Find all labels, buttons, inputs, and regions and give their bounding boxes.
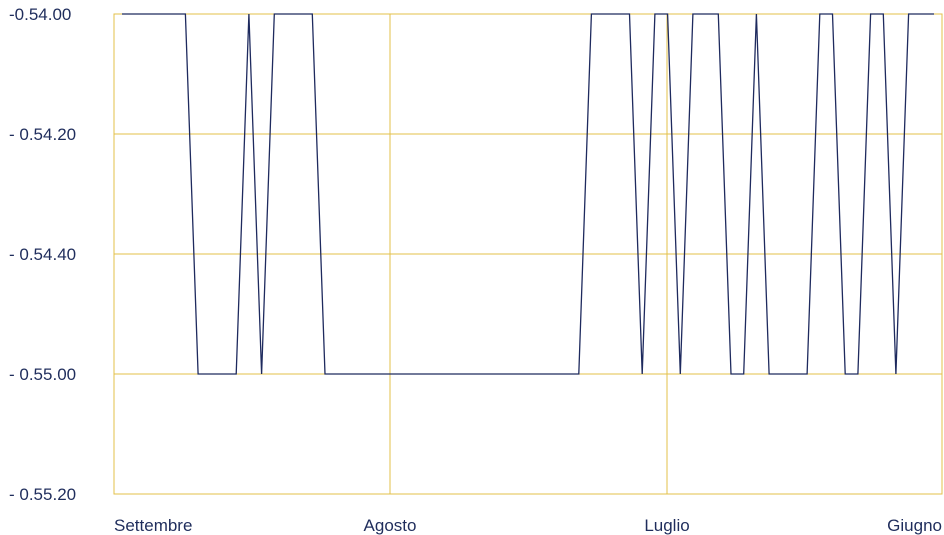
series-line-0 <box>122 13 934 375</box>
y-tick-label: -0.54.00 <box>9 5 71 24</box>
y-tick-label: - 0.54.20 <box>9 125 76 144</box>
plot-frame <box>113 13 943 495</box>
series-layer <box>122 13 934 375</box>
x-tick-label: Giugno <box>887 516 942 535</box>
y-axis-tick-labels: -0.54.00 - 0.54.20 - 0.54.40 - 0.55.00 - 0.5… <box>9 5 76 504</box>
x-axis-tick-labels: Settembre Agosto Luglio Giugno <box>114 516 942 535</box>
x-tick-label: Luglio <box>644 516 689 535</box>
y-tick-label: - 0.54.40 <box>9 245 76 264</box>
x-tick-label: Settembre <box>114 516 192 535</box>
y-tick-label: - 0.55.20 <box>9 485 76 504</box>
x-tick-label: Agosto <box>364 516 417 535</box>
grid-layer <box>113 13 943 495</box>
y-tick-label: - 0.55.00 <box>9 365 76 384</box>
